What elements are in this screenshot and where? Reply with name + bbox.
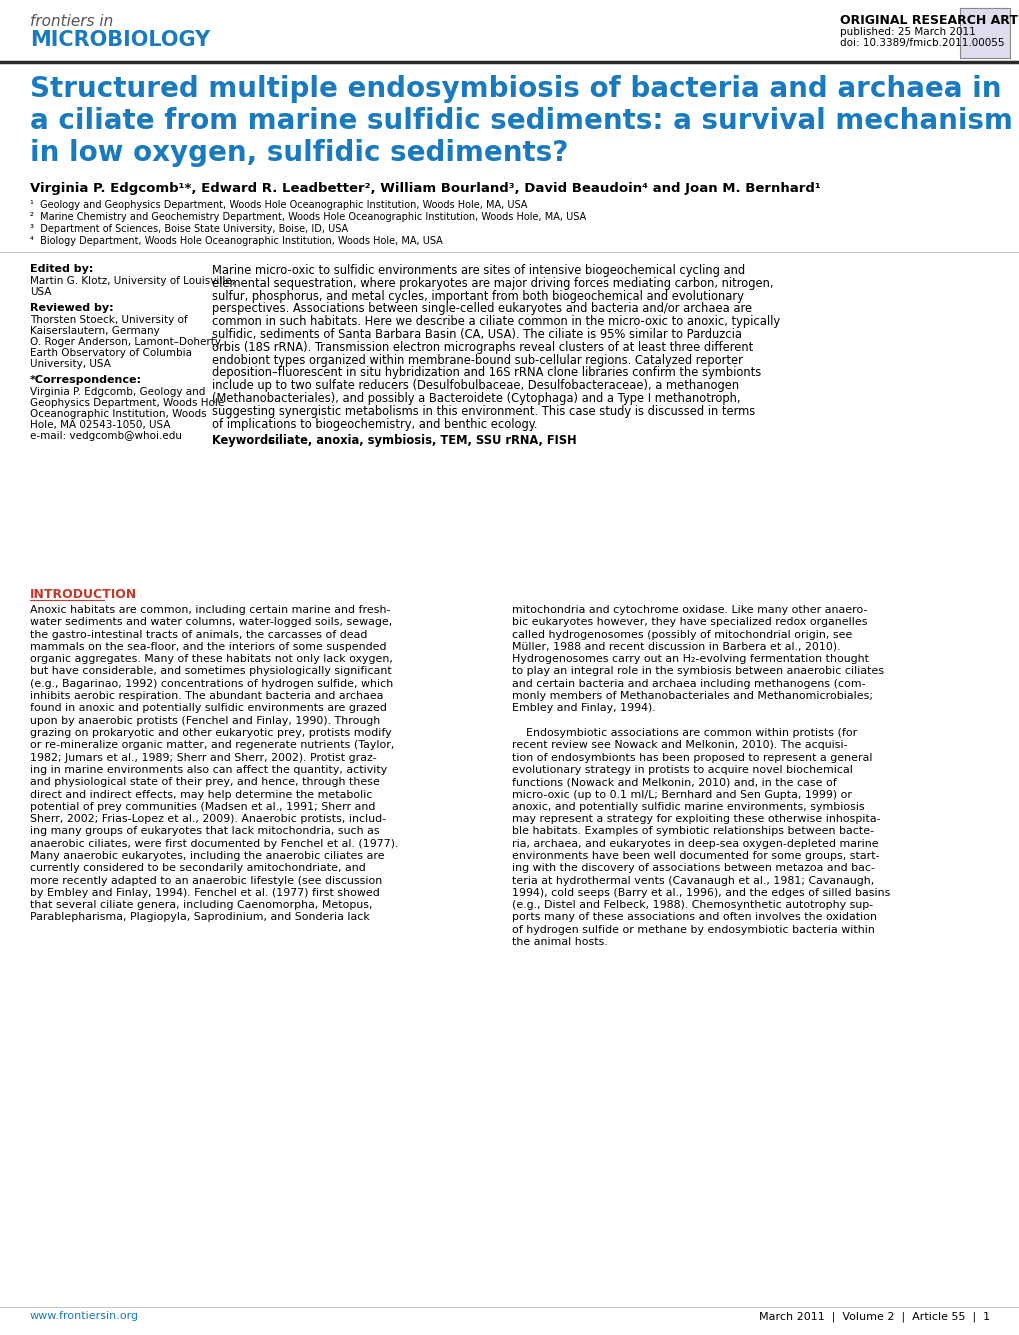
Text: ble habitats. Examples of symbiotic relationships between bacte-: ble habitats. Examples of symbiotic rela… — [512, 826, 873, 837]
Text: mitochondria and cytochrome oxidase. Like many other anaero-: mitochondria and cytochrome oxidase. Lik… — [512, 605, 866, 615]
Text: Sherr, 2002; Frias-Lopez et al., 2009). Anaerobic protists, includ-: Sherr, 2002; Frias-Lopez et al., 2009). … — [30, 814, 386, 824]
Text: that several ciliate genera, including Caenomorpha, Metopus,: that several ciliate genera, including C… — [30, 900, 372, 910]
Text: ²  Marine Chemistry and Geochemistry Department, Woods Hole Oceanographic Instit: ² Marine Chemistry and Geochemistry Depa… — [30, 212, 586, 222]
Text: grazing on prokaryotic and other eukaryotic prey, protists modify: grazing on prokaryotic and other eukaryo… — [30, 728, 391, 738]
Text: anoxic, and potentially sulfidic marine environments, symbiosis: anoxic, and potentially sulfidic marine … — [512, 802, 864, 812]
Text: or re-mineralize organic matter, and regenerate nutrients (Taylor,: or re-mineralize organic matter, and reg… — [30, 741, 394, 750]
Text: called hydrogenosomes (possibly of mitochondrial origin, see: called hydrogenosomes (possibly of mitoc… — [512, 630, 852, 639]
Text: but have considerable, and sometimes physiologically significant: but have considerable, and sometimes phy… — [30, 666, 391, 677]
Text: functions (Nowack and Melkonin, 2010) and, in the case of: functions (Nowack and Melkonin, 2010) an… — [512, 777, 836, 788]
Text: Parablepharisma, Plagiopyla, Saprodinium, and Sonderia lack: Parablepharisma, Plagiopyla, Saprodinium… — [30, 913, 370, 922]
Text: ³  Department of Sciences, Boise State University, Boise, ID, USA: ³ Department of Sciences, Boise State Un… — [30, 224, 347, 234]
Text: Reviewed by:: Reviewed by: — [30, 303, 113, 312]
Text: Hole, MA 02543-1050, USA: Hole, MA 02543-1050, USA — [30, 421, 170, 430]
Text: www.frontiersin.org: www.frontiersin.org — [30, 1311, 139, 1322]
Text: sulfur, phosphorus, and metal cycles, important from both biogeochemical and evo: sulfur, phosphorus, and metal cycles, im… — [212, 290, 743, 303]
Text: elemental sequestration, where prokaryotes are major driving forces mediating ca: elemental sequestration, where prokaryot… — [212, 276, 772, 290]
Text: Thorsten Stoeck, University of: Thorsten Stoeck, University of — [30, 315, 187, 324]
Text: teria at hydrothermal vents (Cavanaugh et al., 1981; Cavanaugh,: teria at hydrothermal vents (Cavanaugh e… — [512, 876, 873, 885]
Text: 1982; Jumars et al., 1989; Sherr and Sherr, 2002). Protist graz-: 1982; Jumars et al., 1989; Sherr and She… — [30, 753, 376, 762]
Text: common in such habitats. Here we describe a ciliate common in the micro-oxic to : common in such habitats. Here we describ… — [212, 315, 780, 328]
Text: Marine micro-oxic to sulfidic environments are sites of intensive biogeochemical: Marine micro-oxic to sulfidic environmen… — [212, 264, 745, 276]
Text: Keywords:: Keywords: — [212, 434, 279, 447]
Text: Virginia P. Edgcomb¹*, Edward R. Leadbetter², William Bourland³, David Beaudoin⁴: Virginia P. Edgcomb¹*, Edward R. Leadbet… — [30, 182, 820, 195]
Text: tion of endosymbionts has been proposed to represent a general: tion of endosymbionts has been proposed … — [512, 753, 871, 762]
Text: suggesting synergistic metabolisms in this environment. This case study is discu: suggesting synergistic metabolisms in th… — [212, 405, 754, 418]
Text: and certain bacteria and archaea including methanogens (com-: and certain bacteria and archaea includi… — [512, 678, 865, 689]
Text: evolutionary strategy in protists to acquire novel biochemical: evolutionary strategy in protists to acq… — [512, 765, 852, 774]
Text: frontiers in: frontiers in — [30, 13, 113, 29]
Text: Kaiserslautern, Germany: Kaiserslautern, Germany — [30, 326, 160, 336]
Text: monly members of Methanobacteriales and Methanomicrobiales;: monly members of Methanobacteriales and … — [512, 692, 872, 701]
Text: recent review see Nowack and Melkonin, 2010). The acquisi-: recent review see Nowack and Melkonin, 2… — [512, 741, 847, 750]
Text: currently considered to be secondarily amitochondriate, and: currently considered to be secondarily a… — [30, 864, 366, 873]
Text: Oceanographic Institution, Woods: Oceanographic Institution, Woods — [30, 409, 207, 419]
Text: upon by anaerobic protists (Fenchel and Finlay, 1990). Through: upon by anaerobic protists (Fenchel and … — [30, 716, 380, 726]
Text: endobiont types organized within membrane-bound sub-cellular regions. Catalyzed : endobiont types organized within membran… — [212, 354, 742, 367]
Text: environments have been well documented for some groups, start-: environments have been well documented f… — [512, 850, 878, 861]
Text: orbis (18S rRNA). Transmission electron micrographs reveal clusters of at least : orbis (18S rRNA). Transmission electron … — [212, 340, 752, 354]
Text: organic aggregates. Many of these habitats not only lack oxygen,: organic aggregates. Many of these habita… — [30, 654, 392, 665]
Text: ¹  Geology and Geophysics Department, Woods Hole Oceanographic Institution, Wood: ¹ Geology and Geophysics Department, Woo… — [30, 200, 527, 210]
Text: e-mail: vedgcomb@whoi.edu: e-mail: vedgcomb@whoi.edu — [30, 431, 181, 441]
Text: water sediments and water columns, water-logged soils, sewage,: water sediments and water columns, water… — [30, 617, 392, 627]
Text: Müller, 1988 and recent discussion in Barbera et al., 2010).: Müller, 1988 and recent discussion in Ba… — [512, 642, 840, 651]
Text: University, USA: University, USA — [30, 359, 111, 368]
Text: Hydrogenosomes carry out an H₂-evolving fermentation thought: Hydrogenosomes carry out an H₂-evolving … — [512, 654, 868, 665]
Text: perspectives. Associations between single-celled eukaryotes and bacteria and/or : perspectives. Associations between singl… — [212, 303, 751, 315]
Text: ing many groups of eukaryotes that lack mitochondria, such as: ing many groups of eukaryotes that lack … — [30, 826, 379, 837]
Text: published: 25 March 2011: published: 25 March 2011 — [840, 27, 975, 37]
Text: ing in marine environments also can affect the quantity, activity: ing in marine environments also can affe… — [30, 765, 387, 774]
Text: Structured multiple endosymbiosis of bacteria and archaea in: Structured multiple endosymbiosis of bac… — [30, 75, 1001, 103]
Text: ORIGINAL RESEARCH ARTICLE: ORIGINAL RESEARCH ARTICLE — [840, 13, 1019, 27]
Text: the gastro-intestinal tracts of animals, the carcasses of dead: the gastro-intestinal tracts of animals,… — [30, 630, 367, 639]
Text: Many anaerobic eukaryotes, including the anaerobic ciliates are: Many anaerobic eukaryotes, including the… — [30, 850, 384, 861]
Text: in low oxygen, sulfidic sediments?: in low oxygen, sulfidic sediments? — [30, 139, 568, 167]
Text: MICROBIOLOGY: MICROBIOLOGY — [30, 29, 210, 49]
Text: O. Roger Anderson, Lamont–Doherty: O. Roger Anderson, Lamont–Doherty — [30, 336, 221, 347]
Text: may represent a strategy for exploiting these otherwise inhospita-: may represent a strategy for exploiting … — [512, 814, 879, 824]
Text: a ciliate from marine sulfidic sediments: a survival mechanism: a ciliate from marine sulfidic sediments… — [30, 107, 1012, 135]
Text: bic eukaryotes however, they have specialized redox organelles: bic eukaryotes however, they have specia… — [512, 617, 866, 627]
Text: mammals on the sea-floor, and the interiors of some suspended: mammals on the sea-floor, and the interi… — [30, 642, 386, 651]
Text: March 2011  |  Volume 2  |  Article 55  |  1: March 2011 | Volume 2 | Article 55 | 1 — [758, 1311, 989, 1322]
Text: doi: 10.3389/fmicb.2011.00055: doi: 10.3389/fmicb.2011.00055 — [840, 37, 1004, 48]
Text: (Methanobacteriales), and possibly a Bacteroidete (Cytophaga) and a Type I metha: (Methanobacteriales), and possibly a Bac… — [212, 392, 740, 405]
Text: sulfidic, sediments of Santa Barbara Basin (CA, USA). The ciliate is 95% similar: sulfidic, sediments of Santa Barbara Bas… — [212, 328, 741, 340]
Text: of hydrogen sulfide or methane by endosymbiotic bacteria within: of hydrogen sulfide or methane by endosy… — [512, 925, 874, 934]
Text: inhibits aerobic respiration. The abundant bacteria and archaea: inhibits aerobic respiration. The abunda… — [30, 692, 383, 701]
Text: Embley and Finlay, 1994).: Embley and Finlay, 1994). — [512, 704, 655, 713]
Text: (e.g., Bagarinao, 1992) concentrations of hydrogen sulfide, which: (e.g., Bagarinao, 1992) concentrations o… — [30, 678, 393, 689]
Text: USA: USA — [30, 287, 51, 296]
Text: deposition–fluorescent in situ hybridization and 16S rRNA clone libraries confir: deposition–fluorescent in situ hybridiza… — [212, 366, 760, 379]
Text: potential of prey communities (Madsen et al., 1991; Sherr and: potential of prey communities (Madsen et… — [30, 802, 375, 812]
Text: anaerobic ciliates, were first documented by Fenchel et al. (1977).: anaerobic ciliates, were first documente… — [30, 838, 398, 849]
Text: found in anoxic and potentially sulfidic environments are grazed: found in anoxic and potentially sulfidic… — [30, 704, 386, 713]
Text: and physiological state of their prey, and hence, through these: and physiological state of their prey, a… — [30, 777, 379, 788]
Text: ria, archaea, and eukaryotes in deep-sea oxygen-depleted marine: ria, archaea, and eukaryotes in deep-sea… — [512, 838, 877, 849]
Text: more recently adapted to an anaerobic lifestyle (see discussion: more recently adapted to an anaerobic li… — [30, 876, 382, 885]
Text: ports many of these associations and often involves the oxidation: ports many of these associations and oft… — [512, 913, 876, 922]
Text: Martin G. Klotz, University of Louisville,: Martin G. Klotz, University of Louisvill… — [30, 276, 235, 286]
Text: the animal hosts.: the animal hosts. — [512, 937, 607, 947]
Text: to play an integral role in the symbiosis between anaerobic ciliates: to play an integral role in the symbiosi… — [512, 666, 883, 677]
Text: include up to two sulfate reducers (Desulfobulbaceae, Desulfobacteraceae), a met: include up to two sulfate reducers (Desu… — [212, 379, 739, 392]
Text: INTRODUCTION: INTRODUCTION — [30, 587, 138, 601]
Text: Anoxic habitats are common, including certain marine and fresh-: Anoxic habitats are common, including ce… — [30, 605, 390, 615]
Text: by Embley and Finlay, 1994). Fenchel et al. (1977) first showed: by Embley and Finlay, 1994). Fenchel et … — [30, 888, 379, 898]
Text: Endosymbiotic associations are common within protists (for: Endosymbiotic associations are common wi… — [512, 728, 856, 738]
Text: ing with the discovery of associations between metazoa and bac-: ing with the discovery of associations b… — [512, 864, 874, 873]
Text: Geophysics Department, Woods Hole: Geophysics Department, Woods Hole — [30, 398, 224, 409]
Text: micro-oxic (up to 0.1 ml/L; Bernhard and Sen Gupta, 1999) or: micro-oxic (up to 0.1 ml/L; Bernhard and… — [512, 789, 851, 800]
Text: (e.g., Distel and Felbeck, 1988). Chemosynthetic autotrophy sup-: (e.g., Distel and Felbeck, 1988). Chemos… — [512, 900, 872, 910]
Text: ciliate, anoxia, symbiosis, TEM, SSU rRNA, FISH: ciliate, anoxia, symbiosis, TEM, SSU rRN… — [264, 434, 576, 447]
Text: 1994), cold seeps (Barry et al., 1996), and the edges of silled basins: 1994), cold seeps (Barry et al., 1996), … — [512, 888, 890, 898]
Text: Edited by:: Edited by: — [30, 264, 94, 274]
Text: Virginia P. Edgcomb, Geology and: Virginia P. Edgcomb, Geology and — [30, 387, 205, 396]
Text: *Correspondence:: *Correspondence: — [30, 375, 142, 384]
Text: of implications to biogeochemistry, and benthic ecology.: of implications to biogeochemistry, and … — [212, 418, 537, 431]
Text: Earth Observatory of Columbia: Earth Observatory of Columbia — [30, 348, 192, 358]
Text: direct and indirect effects, may help determine the metabolic: direct and indirect effects, may help de… — [30, 789, 372, 800]
Text: ⁴  Biology Department, Woods Hole Oceanographic Institution, Woods Hole, MA, USA: ⁴ Biology Department, Woods Hole Oceanog… — [30, 236, 442, 246]
